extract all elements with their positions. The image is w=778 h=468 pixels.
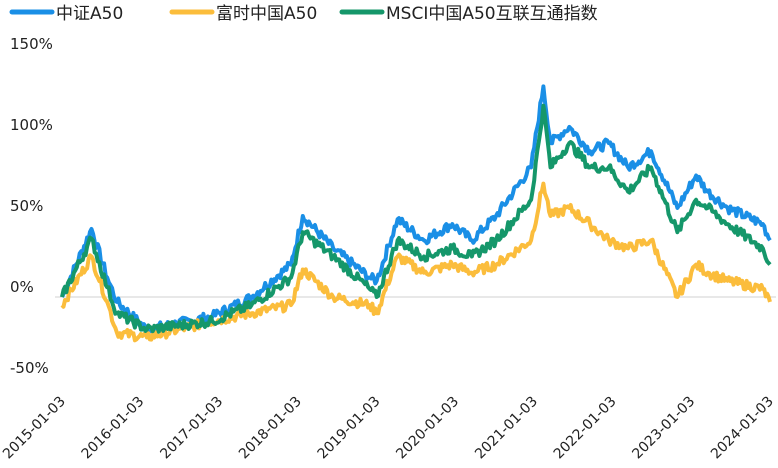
x-tick-label: 2018-01-03: [236, 394, 305, 463]
legend-item: 中证A50: [9, 4, 123, 24]
legend-item: 富时中国A50: [169, 4, 317, 24]
x-tick-label: 2019-01-03: [315, 394, 384, 463]
y-tick-label: 150%: [10, 35, 53, 53]
y-tick-label: 0%: [10, 278, 34, 296]
y-tick-label: 50%: [10, 197, 43, 215]
legend-label: 中证A50: [56, 4, 123, 24]
series-line: [60, 103, 772, 334]
series-line: [60, 181, 772, 343]
series-line: [60, 84, 772, 335]
y-tick-label: 100%: [10, 116, 53, 134]
x-axis: 2015-01-03 2016-01-03 2017-01-03 2018-01-03…: [0, 394, 777, 463]
legend-label: MSCI中国A50互联互通指数: [386, 4, 598, 24]
x-tick-label: 2017-01-03: [157, 394, 226, 463]
x-tick-label: 2016-01-03: [79, 394, 148, 463]
x-tick-label: 2020-01-03: [393, 394, 462, 463]
legend-item: MSCI中国A50互联互通指数: [339, 4, 598, 24]
y-axis: 150% 100% 50% 0% -50%: [10, 35, 53, 377]
x-tick-label: 2023-01-03: [629, 394, 698, 463]
y-tick-label: -50%: [10, 359, 49, 377]
x-tick-label: 2021-01-03: [472, 394, 541, 463]
series-lines: [60, 84, 772, 343]
legend-label: 富时中国A50: [216, 4, 317, 24]
x-tick-label: 2015-01-03: [0, 394, 69, 463]
legend: 中证A50 富时中国A50 MSCI中国A50互联互通指数: [9, 4, 598, 24]
x-tick-label: 2024-01-03: [708, 394, 777, 463]
x-tick-label: 2022-01-03: [551, 394, 620, 463]
